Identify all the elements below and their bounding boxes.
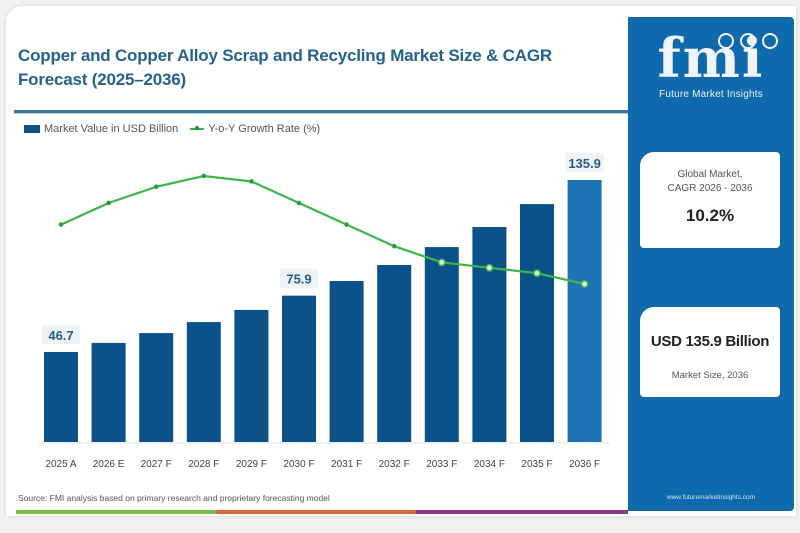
- data-label-bg: [42, 324, 80, 344]
- x-tick-label: 2033 F: [426, 459, 457, 470]
- bar-2033-f: [424, 247, 459, 442]
- market-size-value: USD 135.9 Billion: [650, 333, 770, 350]
- bar-data-label: 46.7: [48, 328, 73, 343]
- x-tick-label: 2029 F: [236, 459, 267, 470]
- bar-2028-f: [186, 322, 221, 442]
- x-tick-label: 2026 E: [93, 459, 125, 470]
- chart-title: Copper and Copper Alloy Scrap and Recycl…: [18, 46, 552, 89]
- growth-rate-line: [60, 174, 585, 286]
- fmi-logo: fmi Future Market Insights: [648, 29, 778, 100]
- growth-rate-point: [437, 258, 446, 267]
- data-label-bg: [565, 153, 604, 172]
- x-tick-label: 2034 F: [474, 459, 505, 470]
- title-divider: [14, 110, 628, 114]
- bar-2036-f: [567, 180, 602, 442]
- market-size-label: Market Size, 2036: [671, 370, 749, 381]
- x-tick-label: 2032 F: [379, 459, 410, 470]
- x-tick-label: 2025 A: [45, 459, 76, 470]
- bar-2031-f: [329, 281, 364, 442]
- chart-plot: 46.7 75.9 135.9 2025 A 2026 E 2027 F 2028 F 20…: [38, 153, 610, 470]
- bar-2026-e: [91, 342, 126, 442]
- logo-subtitle: Future Market Insights: [659, 89, 763, 100]
- source-note: Source: FMI analysis based on primary re…: [18, 493, 330, 503]
- bar-data-label: 75.9: [286, 272, 311, 287]
- legend-bar-label: Market Value in USD Billion: [44, 123, 179, 135]
- x-tick-label: 2030 F: [283, 459, 314, 470]
- x-tick-label: 2028 F: [188, 459, 219, 470]
- growth-rate-point: [201, 173, 207, 179]
- cagr-label-line1: Global Market,: [677, 169, 743, 180]
- market-size-card: USD 135.9 Billion Market Size, 2036: [640, 307, 780, 397]
- growth-rate-point: [296, 200, 302, 206]
- growth-rate-point: [106, 200, 111, 206]
- legend: Market Value in USD Billion Y-o-Y Growth…: [24, 123, 320, 135]
- growth-rate-point: [248, 178, 254, 184]
- x-tick-label: 2031 F: [331, 459, 362, 470]
- bar-data-label: 135.9: [568, 156, 601, 171]
- cagr-card: Global Market, CAGR 2026 - 2036 10.2%: [640, 152, 780, 248]
- cagr-value: 10.2%: [685, 206, 735, 225]
- legend-line-swatch: [190, 126, 205, 130]
- bar-2032-f: [377, 265, 412, 442]
- legend-bar-swatch: [24, 125, 40, 133]
- website-url: www.futuremarketinsights.com: [666, 494, 756, 501]
- bar-2025-a: [44, 351, 78, 442]
- growth-rate-point: [485, 263, 494, 272]
- bar-2027-f: [139, 333, 174, 442]
- x-tick-label: 2027 F: [141, 459, 172, 470]
- bar-2029-f: [234, 309, 269, 442]
- growth-rate-point: [533, 269, 541, 278]
- cagr-label-line2: CAGR 2026 - 2036: [667, 183, 753, 194]
- bar-2034-f: [472, 227, 507, 442]
- stripe-green: [16, 510, 216, 514]
- data-label-bg: [280, 268, 318, 288]
- growth-rate-point: [58, 222, 64, 228]
- legend-line-label: Y-o-Y Growth Rate (%): [208, 123, 321, 135]
- stripe-purple: [416, 510, 628, 514]
- growth-rate-point: [391, 243, 397, 249]
- bar-2030-f: [282, 295, 316, 442]
- growth-rate-point: [153, 184, 159, 190]
- x-tick-label: 2036 F: [569, 459, 600, 470]
- bar-2035-f: [520, 204, 554, 442]
- sidebar-panel: fmi Future Market Insights Global Market…: [628, 17, 794, 511]
- stripe-orange: [216, 510, 416, 514]
- growth-rate-point: [344, 222, 350, 228]
- x-tick-label: 2035 F: [521, 459, 552, 470]
- logo-figures-icon: [718, 33, 778, 49]
- growth-rate-point: [580, 280, 589, 288]
